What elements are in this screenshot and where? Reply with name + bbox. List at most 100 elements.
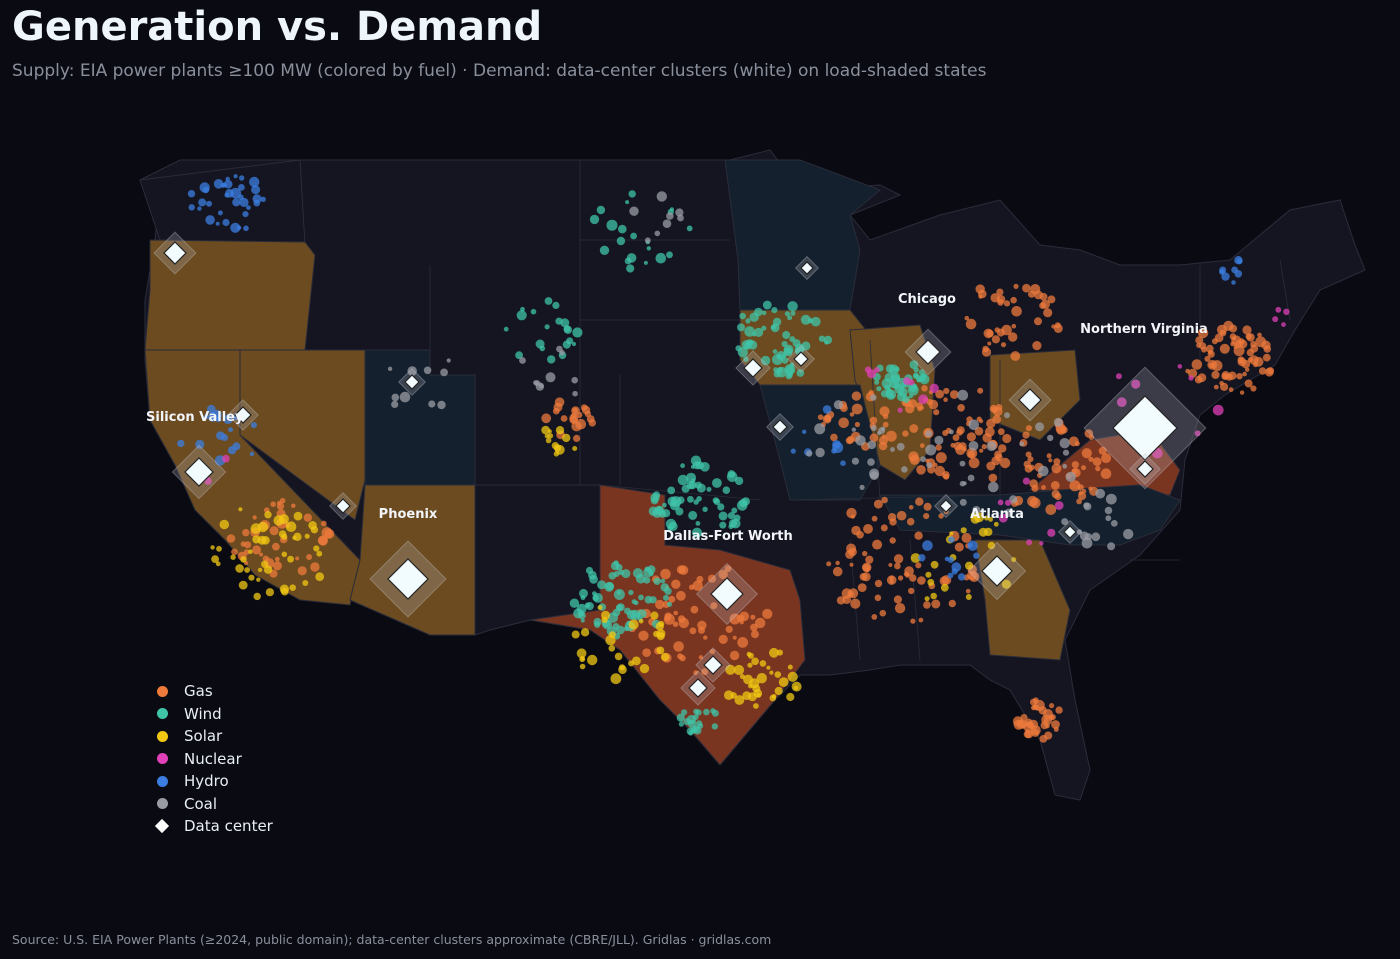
power-plant-dot (919, 443, 925, 448)
power-plant-dot (1229, 324, 1238, 333)
data-center-marker (743, 358, 763, 378)
power-plant-dot (739, 674, 745, 680)
power-plant-dot (233, 174, 238, 179)
power-plant-dot (925, 571, 932, 578)
power-plant-dot (579, 656, 586, 663)
power-plant-dot (881, 496, 888, 504)
power-plant-dot (915, 562, 922, 569)
power-plant-dot (1065, 471, 1076, 482)
power-plant-dot (707, 574, 717, 583)
power-plant-dot (1250, 341, 1257, 348)
power-plant-dot (889, 537, 896, 544)
power-plant-dot (993, 521, 999, 527)
data-center-marker (404, 374, 420, 390)
power-plant-dot (1230, 341, 1236, 347)
power-plant-dot (1039, 735, 1048, 743)
power-plant-dot (223, 414, 233, 425)
power-plant-dot (959, 460, 966, 467)
power-plant-dot (908, 587, 915, 595)
power-plant-dot (729, 613, 741, 625)
power-plant-dot (750, 623, 758, 632)
power-plant-dot (662, 509, 671, 518)
power-plant-dot (677, 474, 689, 486)
power-plant-dot (639, 663, 650, 674)
power-plant-dot (898, 575, 904, 581)
power-plant-dot (1076, 529, 1083, 535)
power-plant-dot (766, 665, 771, 670)
power-plant-dot (446, 358, 451, 363)
power-plant-dot (1069, 480, 1081, 492)
power-plant-dot (781, 340, 788, 348)
power-plant-dot (1044, 723, 1050, 729)
power-plant-dot (922, 540, 933, 551)
power-plant-dot (956, 429, 963, 436)
power-plant-dot (732, 635, 737, 640)
power-plant-dot (1027, 456, 1034, 463)
power-plant-dot (940, 583, 949, 592)
power-plant-dot (625, 200, 630, 205)
power-plant-dot (257, 521, 269, 533)
power-plant-dot (977, 387, 984, 394)
power-plant-dot (923, 601, 931, 609)
power-plant-dot (894, 603, 906, 614)
power-plant-dot (608, 645, 616, 652)
power-plant-dot (666, 601, 673, 607)
power-plant-dot (605, 582, 615, 591)
power-plant-dot (217, 210, 223, 216)
power-plant-dot (279, 584, 289, 594)
power-plant-dot (593, 617, 602, 626)
power-plant-dot (308, 521, 317, 530)
power-plant-dot (1071, 461, 1079, 469)
power-plant-dot (187, 190, 196, 198)
power-plant-dot (965, 594, 972, 600)
power-plant-dot (878, 427, 885, 434)
power-plant-dot (846, 507, 857, 519)
power-plant-dot (1030, 698, 1038, 706)
power-plant-dot (211, 555, 220, 563)
power-plant-dot (515, 351, 523, 360)
dc-label-dallas-fort-worth: Dallas-Fort Worth (663, 529, 793, 544)
power-plant-dot (966, 432, 977, 442)
power-plant-dot (737, 637, 749, 648)
power-plant-dot (1246, 333, 1255, 342)
power-plant-dot (957, 404, 965, 412)
power-plant-dot (887, 513, 897, 522)
power-plant-dot (745, 318, 751, 324)
power-plant-dot (235, 564, 244, 573)
power-plant-dot (252, 515, 257, 520)
power-plant-dot (1244, 379, 1253, 388)
power-plant-dot (770, 323, 780, 333)
power-plant-dot (310, 562, 320, 572)
power-plant-dot (965, 588, 971, 594)
power-plant-dot (560, 318, 570, 328)
power-plant-dot (1032, 341, 1042, 351)
power-plant-dot (681, 484, 690, 493)
power-plant-dot (675, 507, 684, 516)
power-plant-dot (650, 611, 659, 620)
power-plant-dot (291, 503, 296, 509)
power-plant-dot (665, 518, 677, 530)
data-center-marker (688, 678, 708, 698)
power-plant-dot (968, 457, 980, 469)
power-plant-dot (919, 405, 924, 410)
data-center-marker (772, 419, 788, 435)
power-plant-dot (287, 555, 294, 563)
power-plant-dot (629, 206, 639, 216)
power-plant-dot (865, 555, 874, 564)
power-plant-dot (440, 368, 448, 377)
power-plant-dot (1043, 709, 1053, 719)
power-plant-dot (688, 510, 698, 520)
power-plant-dot (251, 185, 261, 195)
power-plant-dot (935, 452, 947, 464)
power-plant-dot (1025, 425, 1032, 432)
power-plant-dot (668, 595, 676, 603)
power-plant-dot (579, 588, 588, 598)
power-plant-dot (869, 433, 879, 443)
power-plant-dot (628, 619, 639, 630)
power-plant-dot (787, 315, 793, 321)
power-plant-dot (1053, 324, 1063, 333)
power-plant-dot (1228, 387, 1234, 393)
power-plant-dot (988, 473, 998, 483)
power-plant-dot (243, 225, 249, 232)
power-plant-dot (686, 727, 694, 735)
